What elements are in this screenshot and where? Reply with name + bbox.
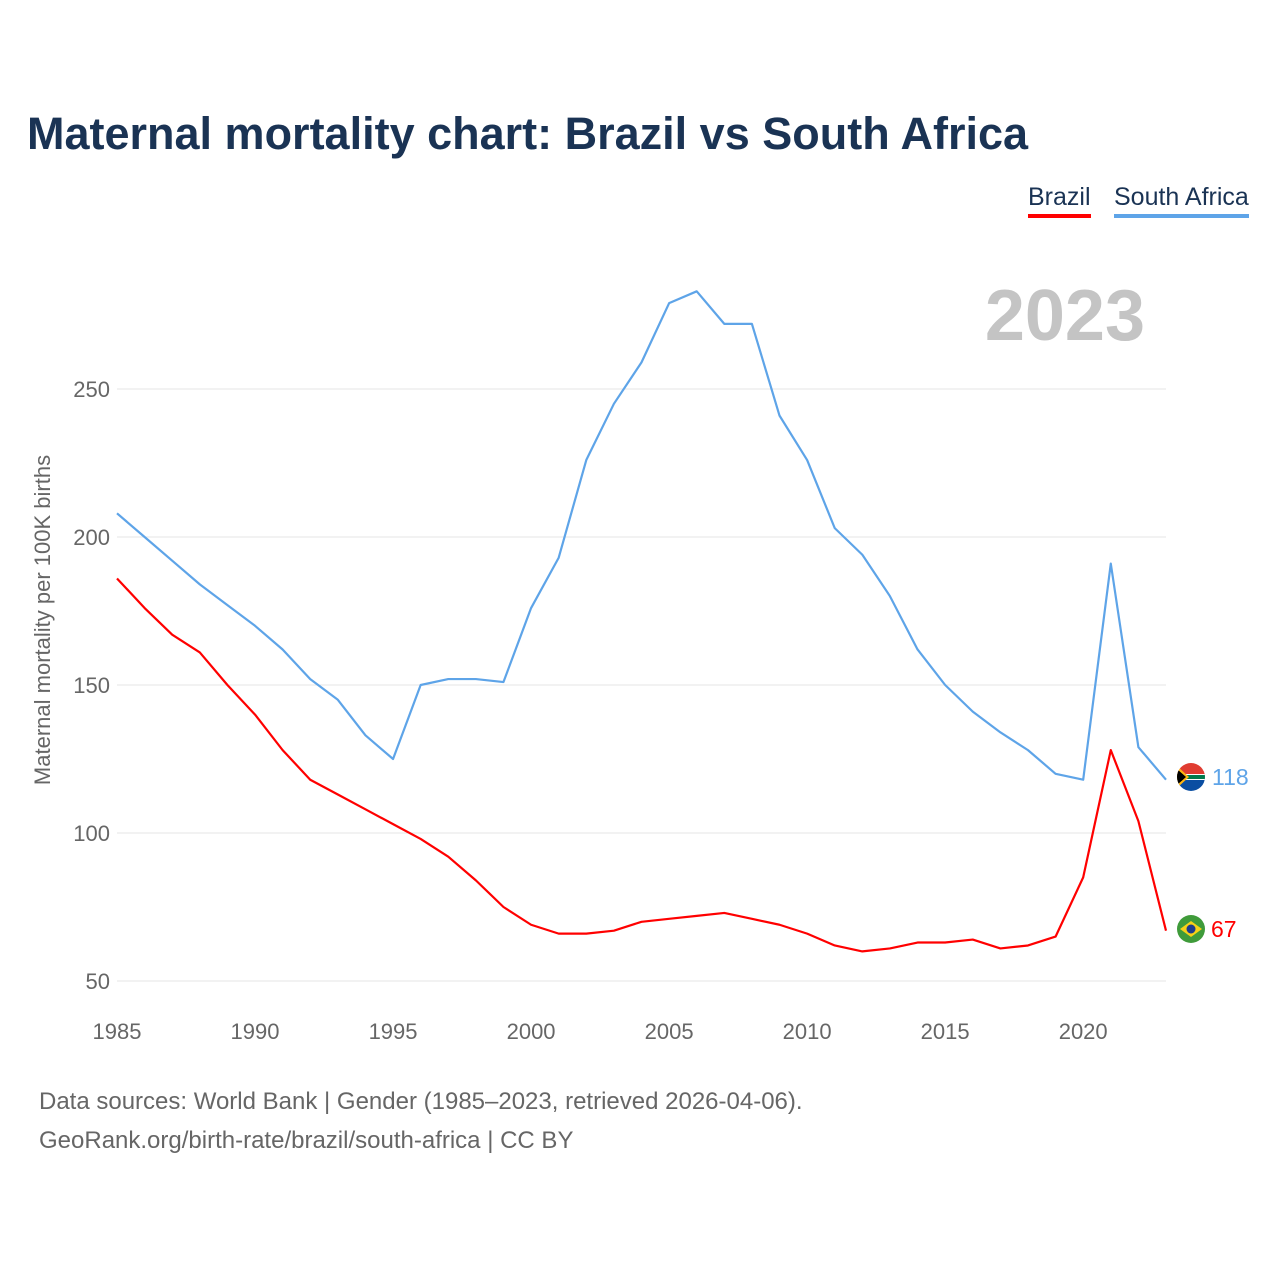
x-tick-label: 2015: [921, 1019, 970, 1044]
footer-source: Data sources: World Bank | Gender (1985–…: [39, 1088, 803, 1115]
brazil-flag-icon: [1177, 915, 1205, 943]
end-label-south-africa: 118: [1212, 764, 1249, 790]
year-label: 2023: [985, 276, 1145, 356]
south-africa-flag-icon: [1177, 763, 1205, 791]
y-axis-label: Maternal mortality per 100K births: [30, 455, 55, 785]
x-tick-label: 2005: [645, 1019, 694, 1044]
x-tick-label: 2010: [783, 1019, 832, 1044]
footer-link[interactable]: GeoRank.org/birth-rate/brazil/south-afri…: [39, 1127, 574, 1154]
x-tick-label: 2020: [1059, 1019, 1108, 1044]
legend-south-africa[interactable]: South Africa: [1114, 183, 1249, 218]
y-tick-label: 250: [73, 377, 110, 402]
series-line-brazil[interactable]: [116, 577, 1168, 953]
x-tick-label: 2000: [507, 1019, 556, 1044]
x-tick-label: 1985: [93, 1019, 142, 1044]
y-tick-label: 150: [73, 673, 110, 698]
chart-title: Maternal mortality chart: Brazil vs Sout…: [27, 108, 1029, 159]
end-label-brazil: 67: [1211, 916, 1237, 942]
series-line-south-africa[interactable]: [116, 290, 1167, 781]
x-tick-label: 1990: [231, 1019, 280, 1044]
x-tick-label: 1995: [369, 1019, 418, 1044]
y-tick-label: 100: [73, 821, 110, 846]
y-tick-label: 200: [73, 525, 110, 550]
legend-brazil[interactable]: Brazil: [1028, 183, 1091, 218]
y-tick-label: 50: [86, 969, 110, 994]
